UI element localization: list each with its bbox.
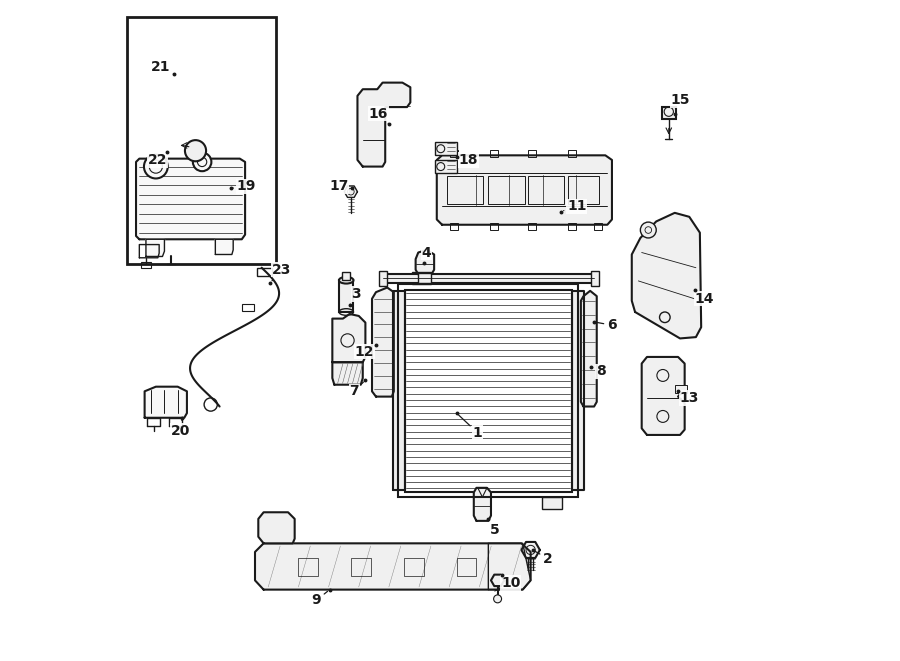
Circle shape	[493, 595, 501, 603]
Text: 7: 7	[349, 382, 364, 399]
Polygon shape	[332, 314, 365, 362]
Text: 17: 17	[329, 179, 352, 194]
Text: 19: 19	[230, 179, 256, 194]
Bar	[404, 558, 424, 576]
Polygon shape	[145, 387, 187, 418]
Polygon shape	[416, 250, 434, 274]
Bar	[411, 272, 431, 284]
Polygon shape	[255, 543, 531, 590]
Bar	[382, 274, 594, 283]
Text: 4: 4	[421, 245, 431, 263]
Bar	[568, 150, 576, 157]
Text: 18: 18	[456, 153, 478, 167]
Bar	[379, 271, 386, 286]
Bar	[436, 160, 456, 173]
Polygon shape	[372, 288, 394, 397]
Polygon shape	[491, 574, 504, 586]
Bar	[140, 262, 151, 268]
Text: 8: 8	[591, 364, 606, 379]
Text: 21: 21	[150, 60, 174, 75]
Text: 10: 10	[501, 575, 520, 590]
Text: 15: 15	[670, 93, 689, 111]
Bar	[594, 223, 602, 230]
Text: 16: 16	[369, 106, 389, 124]
Circle shape	[641, 222, 656, 238]
Bar	[490, 150, 498, 157]
Text: 5: 5	[489, 519, 500, 537]
Text: 3: 3	[349, 287, 361, 305]
Bar	[450, 150, 458, 157]
Polygon shape	[357, 83, 410, 167]
Bar	[591, 271, 599, 286]
Circle shape	[184, 140, 206, 161]
Text: 11: 11	[563, 199, 587, 214]
Text: 23: 23	[272, 262, 291, 281]
Bar	[528, 223, 536, 230]
Polygon shape	[136, 159, 245, 239]
Polygon shape	[393, 291, 405, 490]
Bar	[456, 558, 476, 576]
Polygon shape	[258, 512, 294, 543]
Bar	[446, 176, 483, 204]
Bar	[418, 273, 431, 283]
Polygon shape	[521, 542, 540, 558]
Bar	[489, 176, 525, 204]
Bar	[128, 17, 276, 264]
Text: 14: 14	[695, 290, 715, 306]
Polygon shape	[642, 357, 685, 435]
Bar	[568, 223, 576, 230]
Circle shape	[144, 155, 167, 178]
Ellipse shape	[339, 277, 354, 284]
Polygon shape	[146, 239, 165, 256]
Bar	[568, 176, 599, 204]
Bar	[528, 176, 564, 204]
Polygon shape	[572, 291, 583, 490]
Text: 13: 13	[678, 391, 699, 405]
Bar	[528, 150, 536, 157]
Bar	[351, 558, 371, 576]
Circle shape	[193, 153, 212, 171]
Text: 6: 6	[597, 318, 617, 332]
Bar	[399, 284, 578, 497]
Bar	[436, 142, 456, 155]
Bar	[399, 284, 578, 497]
Bar	[450, 223, 458, 230]
Bar	[339, 280, 354, 312]
Bar	[298, 558, 318, 576]
Bar	[242, 304, 254, 311]
Polygon shape	[215, 239, 233, 254]
Circle shape	[660, 312, 670, 323]
Bar	[257, 268, 272, 276]
Text: 12: 12	[355, 344, 376, 359]
Bar	[342, 272, 350, 280]
Polygon shape	[332, 362, 363, 385]
Bar	[662, 107, 676, 119]
Bar	[405, 290, 572, 492]
Polygon shape	[473, 488, 491, 521]
Polygon shape	[632, 213, 701, 338]
Text: 2: 2	[535, 551, 553, 566]
Polygon shape	[344, 186, 357, 198]
Text: 9: 9	[311, 592, 328, 607]
Bar	[542, 497, 562, 509]
Text: 20: 20	[171, 420, 190, 438]
Text: 1: 1	[459, 415, 482, 440]
Text: 22: 22	[148, 152, 167, 167]
Polygon shape	[580, 291, 597, 407]
Bar	[490, 223, 498, 230]
Bar	[675, 385, 687, 393]
Polygon shape	[436, 155, 612, 225]
